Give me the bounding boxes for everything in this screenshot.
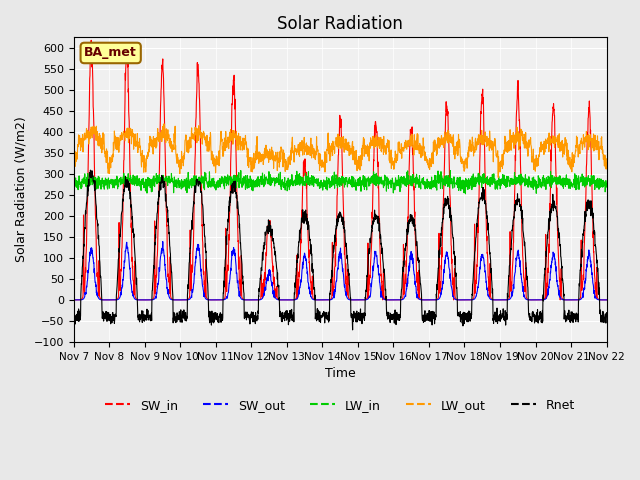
Line: SW_out: SW_out (74, 241, 607, 300)
LW_out (159, 121, 167, 127)
LW_in (571, 171, 579, 177)
LW_out (367, 137, 375, 143)
Rnet (349, 327, 356, 333)
LW_out (556, 148, 564, 154)
SW_out (159, 239, 166, 244)
SW_out (356, 297, 364, 303)
LW_in (218, 177, 226, 183)
SW_out (571, 297, 579, 303)
SW_out (495, 297, 503, 303)
SW_in (571, 297, 579, 303)
Rnet (495, 317, 503, 323)
LW_out (603, 165, 611, 171)
Line: LW_in: LW_in (74, 170, 607, 194)
Rnet (571, 311, 579, 317)
LW_in (603, 180, 611, 186)
SW_out (367, 284, 375, 289)
LW_out (495, 175, 502, 180)
Rnet (367, 229, 375, 235)
SW_out (556, 294, 564, 300)
LW_out (571, 155, 579, 160)
SW_in (556, 281, 564, 287)
SW_in (70, 297, 77, 303)
LW_in (556, 179, 564, 184)
SW_in (87, 37, 95, 43)
SW_in (603, 297, 611, 303)
Rnet (70, 308, 77, 314)
LW_in (495, 181, 503, 187)
Title: Solar Radiation: Solar Radiation (277, 15, 403, 33)
LW_in (355, 181, 363, 187)
SW_in (248, 297, 255, 303)
Line: Rnet: Rnet (74, 170, 607, 330)
SW_out (248, 297, 255, 303)
Rnet (356, 318, 364, 324)
SW_in (367, 246, 375, 252)
Rnet (86, 167, 94, 173)
LW_out (70, 160, 77, 166)
Rnet (219, 318, 227, 324)
LW_in (367, 180, 374, 186)
Rnet (603, 310, 611, 315)
LW_out (495, 162, 503, 168)
Line: LW_out: LW_out (74, 124, 607, 178)
Rnet (556, 243, 564, 249)
LW_in (70, 181, 77, 187)
X-axis label: Time: Time (324, 367, 355, 380)
SW_out (219, 297, 227, 303)
LW_out (219, 147, 227, 153)
SW_out (603, 297, 611, 303)
Line: SW_in: SW_in (74, 40, 607, 300)
SW_in (219, 297, 227, 303)
Text: BA_met: BA_met (84, 47, 137, 60)
SW_in (356, 297, 364, 303)
LW_in (447, 168, 454, 173)
Legend: SW_in, SW_out, LW_in, LW_out, Rnet: SW_in, SW_out, LW_in, LW_out, Rnet (100, 394, 580, 417)
SW_in (495, 297, 503, 303)
Y-axis label: Solar Radiation (W/m2): Solar Radiation (W/m2) (15, 117, 28, 263)
SW_out (70, 297, 77, 303)
LW_in (461, 191, 469, 197)
LW_out (356, 154, 364, 159)
